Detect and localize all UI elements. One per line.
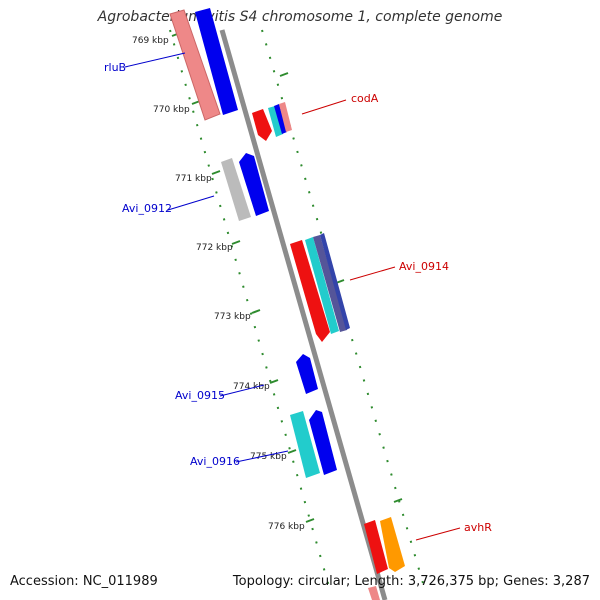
feature-blue-0914 <box>320 233 350 330</box>
feature-cyan-0914 <box>305 237 339 334</box>
topology-text: Topology: circular; Length: 3,726,375 bp… <box>232 574 590 589</box>
feature-red-0914 <box>290 240 330 342</box>
feature-purple-0914 <box>313 235 347 332</box>
feature-red-avhR <box>364 520 388 574</box>
leader-avhR <box>415 527 461 541</box>
feature-codA-pink <box>279 102 292 132</box>
feature-grey-0912 <box>221 158 251 221</box>
leader-0915 <box>219 384 265 397</box>
tick-label-776: 776 kbp <box>268 522 305 532</box>
tick-label-773: 773 kbp <box>214 312 251 322</box>
leader-0916 <box>235 450 289 463</box>
tick-773 <box>251 309 261 314</box>
leader-rluB <box>124 52 186 68</box>
tick-774 <box>269 379 279 384</box>
tick-right-1 <box>279 72 289 77</box>
tick-label-774: 774 kbp <box>233 382 270 392</box>
gene-label-avhR: avhR <box>464 521 492 534</box>
feature-blue-0915 <box>296 354 318 394</box>
gene-label-codA: codA <box>351 92 379 105</box>
tick-label-775: 775 kbp <box>250 452 287 462</box>
feature-cyan-0916 <box>290 411 320 478</box>
tick-label-772: 772 kbp <box>196 243 233 253</box>
gene-labels: rluB codA Avi_0912 Avi_0914 Avi_0915 Avi… <box>104 61 492 534</box>
tick-772 <box>231 240 241 245</box>
gene-label-Avi_0916: Avi_0916 <box>190 455 240 468</box>
gene-label-Avi_0915: Avi_0915 <box>175 389 225 402</box>
feature-codA-cyan <box>268 106 283 137</box>
tick-label-771: 771 kbp <box>175 174 212 184</box>
tick-label-769: 769 kbp <box>132 36 169 46</box>
gene-label-Avi_0912: Avi_0912 <box>122 202 172 215</box>
leader-0914 <box>349 266 396 281</box>
feature-codA-blue <box>274 104 287 134</box>
tick-right-3 <box>393 498 403 503</box>
feature-blue-0912 <box>239 153 269 216</box>
feature-codA-red <box>252 109 272 141</box>
guide-line-left <box>169 29 331 591</box>
leader-codA <box>301 99 347 115</box>
gene-label-rluB: rluB <box>104 61 126 74</box>
gene-features <box>169 8 405 600</box>
tick-labels: 769 kbp 770 kbp 771 kbp 772 kbp 773 kbp … <box>132 36 305 532</box>
tick-776 <box>305 518 315 523</box>
genome-backbone <box>219 29 388 600</box>
feature-pink-rluB <box>169 9 221 121</box>
feature-orange-avhR <box>380 517 405 572</box>
feature-blue-rluB <box>195 8 238 115</box>
leader-lines <box>124 52 461 541</box>
feature-bottom-pink <box>368 586 380 600</box>
tick-label-770: 770 kbp <box>153 105 190 115</box>
accession-text: Accession: NC_011989 <box>10 574 158 589</box>
tick-771 <box>211 170 221 175</box>
leader-0912 <box>167 195 215 211</box>
feature-blue-0916 <box>309 410 337 475</box>
gene-label-Avi_0914: Avi_0914 <box>399 260 449 273</box>
tick-775 <box>287 449 297 454</box>
